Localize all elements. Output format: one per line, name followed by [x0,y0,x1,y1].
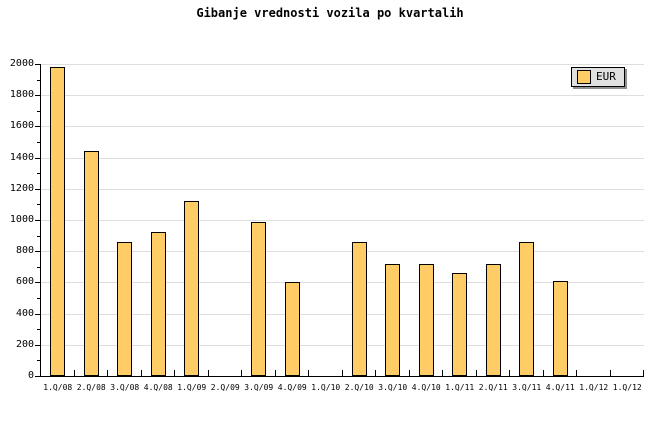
y-axis-minor-tick [37,266,40,268]
x-tick-label: 2.Q/09 [210,383,240,392]
y-axis-minor-tick [37,79,40,81]
legend-label: EUR [596,70,616,83]
y-axis-minor-tick [37,204,40,206]
legend: EUR [571,67,625,87]
y-axis-major-tick [35,126,40,128]
bar-3.Q/11 [519,241,535,376]
y-axis-major-tick [35,64,40,65]
x-axis-tick [509,370,510,376]
y-tick-label: 600 [15,276,34,288]
y-axis-major-tick [35,188,40,190]
x-axis-tick [576,370,577,376]
gridline [41,251,644,253]
gridline [41,220,644,221]
y-axis-major-tick [35,344,40,346]
y-axis-major-tick [35,376,40,377]
x-axis-tick [140,370,142,376]
x-tick-label: 3.Q/11 [512,383,542,392]
y-tick-label: 0 [27,370,34,381]
plot-area [40,64,644,377]
x-tick-label: 1.Q/08 [43,383,73,392]
y-axis-major-tick [35,251,40,253]
x-axis-tick [609,370,611,376]
y-axis-major-tick [35,157,40,159]
bar-2.Q/11 [485,263,501,376]
y-axis-minor-tick [37,329,40,331]
x-tick-label: 4.Q/10 [411,383,441,392]
bar-4.Q/11 [552,280,568,376]
gridline [41,64,644,65]
x-axis-tick [408,370,410,376]
x-axis-tick [207,370,209,376]
gridline [41,344,644,346]
bar-2.Q/10 [351,241,367,376]
bar-1.Q/11 [452,273,468,376]
y-tick-label: 200 [15,338,34,350]
x-tick-label: 1.Q/10 [311,383,341,392]
bar-4.Q/09 [284,282,300,376]
x-tick-label: 3.Q/09 [244,383,274,392]
gridline [41,188,644,190]
x-axis-tick [107,370,108,376]
x-axis-tick [341,370,343,376]
y-tick-label: 400 [15,307,34,319]
gridline [41,95,644,97]
bar-3.Q/08 [117,241,133,376]
y-axis-major-tick [35,95,40,97]
gridline [41,126,644,128]
gridline [41,313,644,315]
bar-3.Q/09 [251,221,267,376]
y-tick-label: 1400 [9,151,34,163]
y-axis-major-tick [35,313,40,315]
y-axis-major-tick [35,282,40,284]
y-tick-label: 1000 [9,214,34,225]
x-tick-label: 2.Q/08 [76,383,106,392]
bar-2.Q/08 [83,151,99,376]
y-axis-minor-tick [37,235,40,237]
bar-4.Q/08 [150,232,166,376]
x-axis-tick [375,370,376,376]
x-axis-tick [308,370,309,376]
x-axis-tick [174,370,175,376]
x-tick-label: 1.Q/09 [177,383,207,392]
x-tick-label: 1.Q/12 [612,383,642,392]
x-axis-tick [475,370,477,376]
x-tick-label: 4.Q/08 [143,383,173,392]
x-axis-tick [274,370,276,376]
x-tick-label: 4.Q/11 [545,383,575,392]
x-axis-tick [643,370,644,376]
y-tick-label: 1200 [9,182,34,194]
x-tick-label: 3.Q/10 [378,383,408,392]
legend-swatch-icon [577,70,591,84]
bar-1.Q/09 [184,201,200,376]
bar-4.Q/10 [418,263,434,376]
y-axis-minor-tick [37,173,40,175]
bar-3.Q/10 [385,263,401,376]
x-tick-label: 2.Q/10 [344,383,374,392]
x-tick-label: 3.Q/08 [110,383,140,392]
y-axis-minor-tick [37,110,40,112]
gridline [41,282,644,284]
x-tick-label: 1.Q/12 [579,383,609,392]
y-tick-label: 800 [15,245,34,257]
x-axis-tick [442,370,443,376]
y-axis-minor-tick [37,298,40,299]
y-tick-label: 1800 [9,89,34,101]
gridline [41,157,644,159]
x-axis-tick [542,370,544,376]
y-tick-label: 2000 [9,58,34,69]
chart-title: Gibanje vrednosti vozila po kvartalih [196,6,464,20]
y-axis-major-tick [35,220,40,221]
x-axis-tick [73,370,75,376]
y-axis-minor-tick [37,360,40,362]
bar-1.Q/08 [50,67,66,376]
x-axis-tick [241,370,242,376]
y-tick-label: 1600 [9,120,34,132]
x-tick-label: 1.Q/11 [445,383,475,392]
x-tick-label: 2.Q/11 [478,383,508,392]
y-axis-minor-tick [37,142,40,143]
x-tick-label: 4.Q/09 [277,383,307,392]
